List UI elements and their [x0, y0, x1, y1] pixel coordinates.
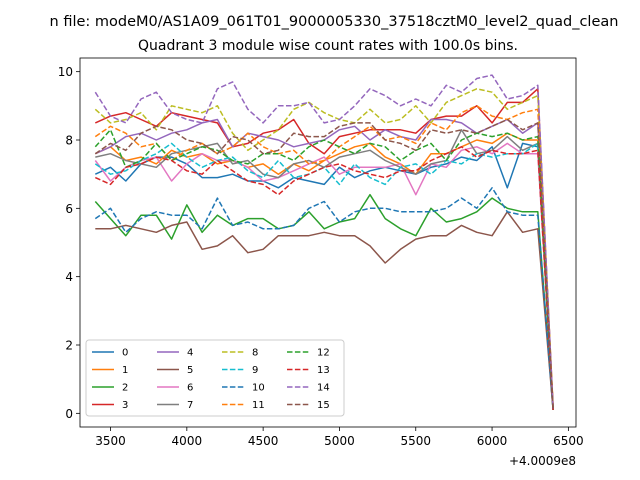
legend-label-4: 4 [187, 348, 193, 359]
legend-label-3: 3 [122, 400, 128, 411]
series-line-6 [94, 142, 554, 407]
legend-label-11: 11 [252, 400, 265, 411]
x-axis: 3500 4000 4500 5000 5500 6000 6500 [95, 427, 584, 448]
x-tick-label: 4000 [172, 434, 203, 448]
legend-label-15: 15 [317, 400, 330, 411]
y-axis: 0 2 4 6 8 10 [58, 65, 80, 421]
plot-lines [94, 74, 554, 410]
figure-suptitle: n file: modeM0/AS1A09_061T01_9000005330_… [50, 14, 619, 30]
x-tick-label: 4500 [248, 434, 279, 448]
series-line-12 [94, 129, 554, 410]
y-tick-label: 8 [65, 134, 73, 148]
x-tick-label: 5500 [400, 434, 431, 448]
y-tick-label: 10 [58, 65, 73, 79]
y-tick-label: 4 [65, 270, 73, 284]
x-tick-label: 6000 [477, 434, 508, 448]
plot-frame [79, 57, 577, 428]
legend-label-8: 8 [252, 348, 258, 359]
legend-label-0: 0 [122, 348, 128, 359]
series-line-15 [94, 118, 554, 409]
chart-title: Quadrant 3 module wise count rates with … [138, 38, 518, 54]
series-line-11 [94, 105, 554, 407]
series-line-14 [94, 74, 554, 409]
legend-label-1: 1 [122, 365, 128, 376]
legend-label-5: 5 [187, 365, 193, 376]
legend-label-12: 12 [317, 348, 330, 359]
x-tick-label: 3500 [95, 434, 126, 448]
x-tick-label: 5000 [324, 434, 355, 448]
series-line-5 [95, 211, 554, 410]
legend-label-2: 2 [122, 383, 128, 394]
series-line-10 [94, 187, 554, 410]
y-tick-label: 0 [65, 407, 73, 421]
legend-label-6: 6 [187, 383, 193, 394]
legend-label-14: 14 [317, 383, 330, 394]
series-line-9 [94, 142, 554, 409]
series-line-13 [94, 146, 554, 410]
legend-label-13: 13 [317, 365, 330, 376]
y-tick-label: 6 [65, 202, 73, 216]
legend-label-10: 10 [252, 383, 265, 394]
legend-box [85, 339, 345, 417]
legend-label-9: 9 [252, 365, 258, 376]
series-line-2 [94, 193, 554, 410]
series-line-0 [94, 142, 554, 409]
x-tick-label: 6500 [553, 434, 584, 448]
y-tick-label: 2 [65, 339, 73, 353]
x-axis-offset-label: +4.0009e8 [509, 454, 576, 468]
legend-label-7: 7 [187, 400, 193, 411]
series-line-8 [94, 88, 554, 407]
